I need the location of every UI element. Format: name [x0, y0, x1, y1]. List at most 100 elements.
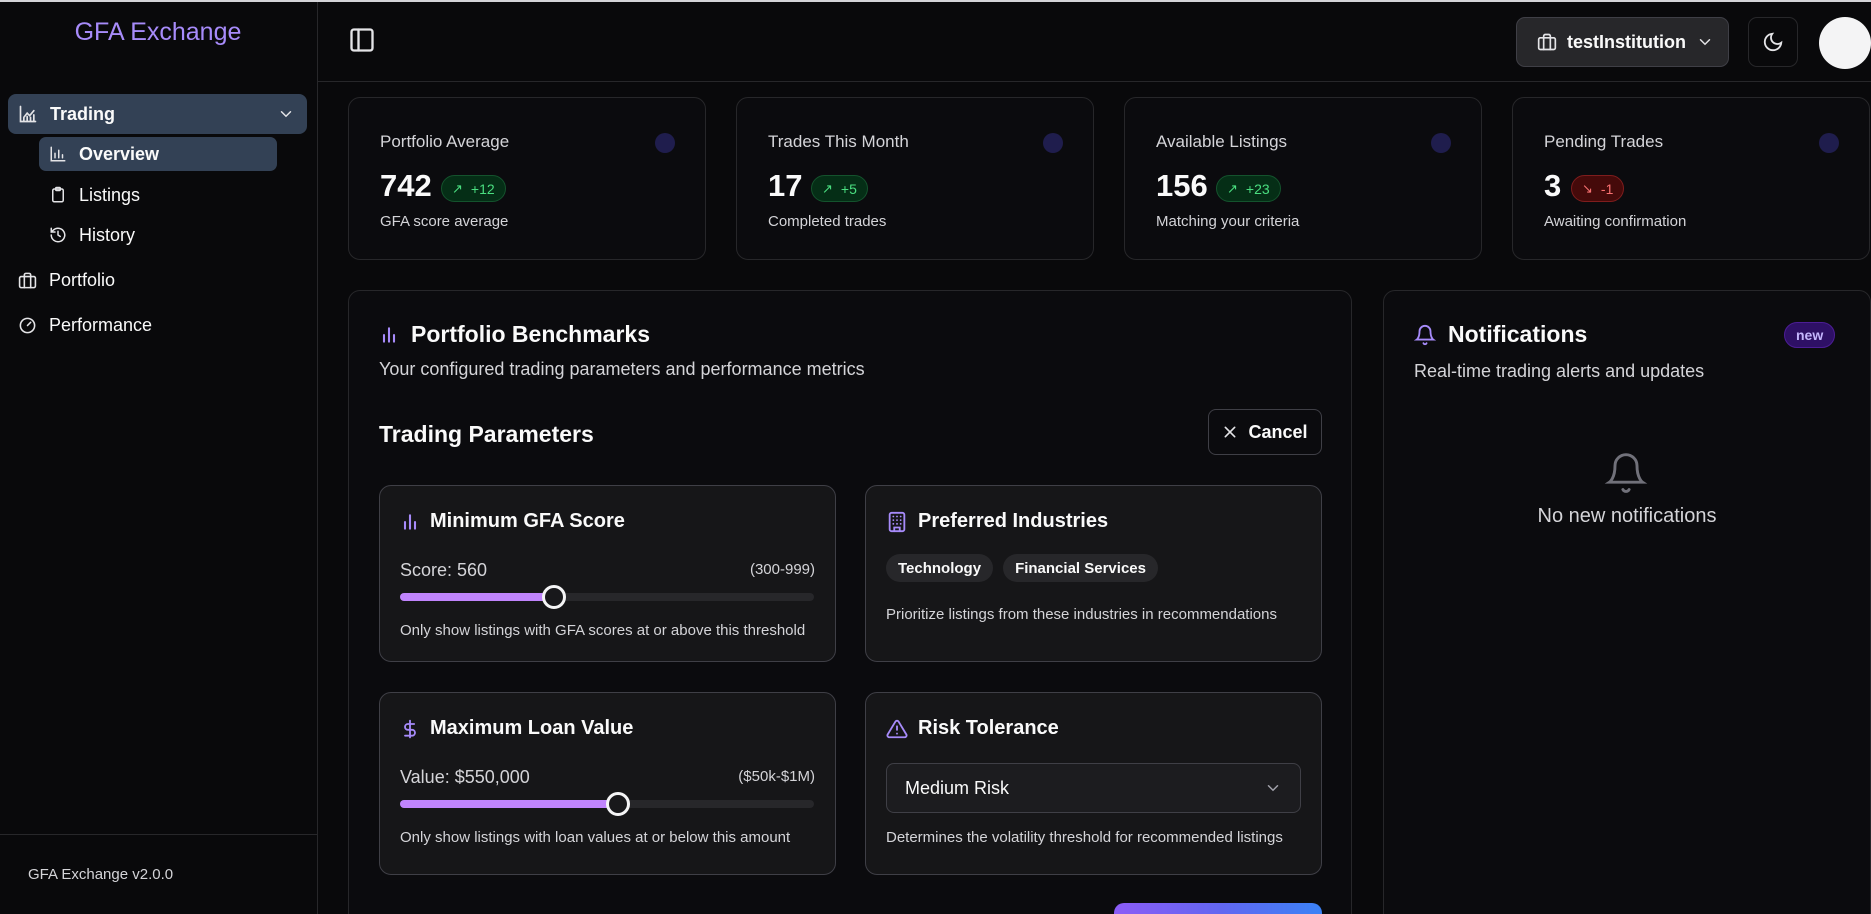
stat-value: 3	[1544, 168, 1562, 203]
notifications-description: Real-time trading alerts and updates	[1414, 361, 1705, 381]
stat-card-portfolio-average: Portfolio Average 742 ↗ +12 GFA score av…	[348, 97, 706, 260]
clipboard-icon	[49, 186, 67, 204]
risk-title: Risk Tolerance	[918, 717, 1059, 739]
cancel-button[interactable]: Cancel	[1208, 409, 1322, 455]
sidebar-item-performance[interactable]: Performance	[18, 308, 152, 342]
stat-value: 17	[768, 168, 803, 203]
chevron-down-icon	[277, 105, 295, 123]
stat-title: Trades This Month	[768, 132, 909, 151]
slider-thumb[interactable]	[605, 792, 630, 816]
risk-select[interactable]: Medium Risk	[886, 763, 1301, 813]
min-score-value: Score: 560	[400, 560, 488, 580]
stat-title: Portfolio Average	[380, 132, 510, 151]
institution-switcher-button[interactable]: testInstitution	[1516, 17, 1729, 67]
min-score-title: Minimum GFA Score	[430, 510, 625, 532]
max-loan-heading: Maximum Loan Value	[400, 717, 633, 740]
stat-card-available-listings: Available Listings 156 ↗ +23 Matching yo…	[1124, 97, 1482, 260]
stat-delta-badge: ↘ -1	[1571, 175, 1625, 202]
sidebar-item-portfolio[interactable]: Portfolio	[18, 263, 115, 297]
dollar-icon	[400, 718, 420, 740]
slider-thumb[interactable]	[541, 585, 566, 609]
notifications-empty-text: No new notifications	[1537, 505, 1717, 527]
notifications-title: Notifications	[1448, 321, 1588, 347]
stat-indicator-icon	[1043, 133, 1063, 153]
user-avatar[interactable]	[1819, 17, 1871, 69]
stat-subtitle: Matching your criteria	[1156, 213, 1300, 230]
sidebar-item-listings[interactable]: Listings	[39, 178, 277, 212]
industries-title: Preferred Industries	[918, 510, 1109, 532]
sidebar-item-label: Listings	[79, 184, 141, 205]
min-score-slider[interactable]	[400, 585, 814, 609]
stat-value: 156	[1156, 168, 1208, 203]
industry-chip[interactable]: Financial Services	[1003, 554, 1158, 582]
sidebar: GFA Exchange Trading Overview Listings	[0, 2, 318, 914]
sidebar-group-label: Trading	[50, 103, 116, 124]
building-icon	[886, 511, 908, 533]
chevron-down-icon	[1696, 33, 1714, 51]
arrow-up-right-icon: ↗	[1227, 180, 1238, 196]
arrow-up-right-icon: ↗	[452, 180, 463, 196]
warning-icon	[886, 718, 908, 740]
max-loan-range: ($50k-$1M)	[738, 768, 815, 785]
max-loan-slider[interactable]	[400, 792, 814, 816]
sidebar-item-overview[interactable]: Overview	[39, 137, 277, 171]
sidebar-item-label: Portfolio	[49, 269, 116, 290]
sidebar-item-history[interactable]: History	[39, 218, 277, 252]
risk-selected-value: Medium Risk	[905, 777, 1010, 798]
industries-heading: Preferred Industries	[886, 510, 1108, 533]
notifications-heading: Notifications	[1414, 321, 1587, 348]
sidebar-item-label: Overview	[79, 143, 160, 164]
benchmarks-heading: Portfolio Benchmarks	[379, 321, 650, 348]
sidebar-item-label: Performance	[49, 314, 153, 335]
min-score-help: Only show listings with GFA scores at or…	[400, 622, 806, 639]
topbar: testInstitution	[318, 2, 1871, 82]
stat-subtitle: Completed trades	[768, 213, 887, 230]
moon-icon	[1762, 31, 1784, 53]
close-icon	[1222, 424, 1238, 440]
max-loan-value: Value: $550,000	[400, 767, 530, 787]
stat-delta: +23	[1245, 180, 1270, 197]
stat-delta-badge: ↗ +5	[811, 175, 868, 202]
arrow-down-right-icon: ↘	[1582, 180, 1593, 196]
trading-parameters-title: Trading Parameters	[379, 421, 594, 447]
risk-card: Risk Tolerance Medium Risk Determines th…	[865, 692, 1322, 875]
history-icon	[49, 226, 67, 244]
sidebar-toggle-button[interactable]	[348, 26, 380, 58]
briefcase-icon	[18, 271, 37, 290]
sidebar-divider	[0, 834, 317, 835]
min-score-heading: Minimum GFA Score	[400, 510, 625, 533]
stat-delta: +5	[840, 180, 857, 197]
stat-title: Available Listings	[1156, 132, 1288, 151]
risk-help: Determines the volatility threshold for …	[886, 829, 1283, 846]
stat-subtitle: GFA score average	[380, 213, 509, 230]
stat-delta-badge: ↗ +23	[1216, 175, 1281, 202]
bell-icon	[1414, 324, 1436, 346]
arrow-up-right-icon: ↗	[822, 180, 833, 196]
industries-help: Prioritize listings from these industrie…	[886, 606, 1277, 623]
gauge-icon	[18, 316, 37, 335]
slider-fill	[400, 800, 618, 808]
min-score-range: (300-999)	[749, 561, 815, 578]
risk-heading: Risk Tolerance	[886, 717, 1059, 740]
save-button[interactable]	[1114, 903, 1322, 914]
industry-chip[interactable]: Technology	[886, 554, 994, 582]
stat-indicator-icon	[655, 133, 675, 153]
institution-name: testInstitution	[1567, 31, 1686, 52]
stat-delta: -1	[1600, 180, 1614, 197]
stat-indicator-icon	[1431, 133, 1451, 153]
industry-chips: Technology Financial Services	[886, 554, 1158, 582]
benchmarks-panel: Portfolio Benchmarks Your configured tra…	[348, 290, 1352, 914]
stat-value: 742	[380, 168, 432, 203]
bar-chart-icon	[400, 512, 420, 532]
min-score-card: Minimum GFA Score Score: 560 (300-999) O…	[379, 485, 836, 662]
benchmarks-title: Portfolio Benchmarks	[411, 321, 650, 347]
brand-title: GFA Exchange	[74, 18, 242, 46]
benchmarks-description: Your configured trading parameters and p…	[379, 359, 865, 379]
max-loan-help: Only show listings with loan values at o…	[400, 829, 791, 846]
theme-toggle-button[interactable]	[1748, 17, 1798, 67]
building-icon	[1537, 32, 1557, 52]
sidebar-group-trading[interactable]: Trading	[8, 94, 307, 134]
line-chart-icon	[18, 104, 38, 124]
industries-card: Preferred Industries Technology Financia…	[865, 485, 1322, 662]
